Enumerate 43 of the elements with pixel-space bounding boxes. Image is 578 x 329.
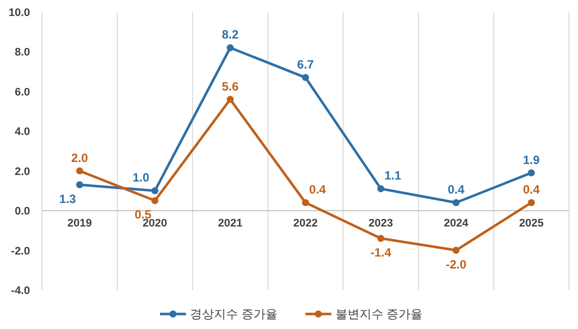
point [377, 234, 384, 242]
y-tick-label: 10.0 [8, 7, 30, 19]
point [452, 199, 460, 206]
data-label: 0.4 [448, 182, 465, 197]
point [151, 197, 158, 204]
y-tick-label: 2.0 [14, 166, 30, 178]
data-label: 0.4 [309, 182, 326, 197]
point [226, 96, 234, 103]
x-tick-label: 2021 [218, 218, 242, 230]
y-tick-label: 8.0 [14, 46, 30, 59]
y-tick-label: 6.0 [14, 86, 30, 98]
x-tick-label: 2024 [444, 218, 470, 230]
data-label: 1.9 [523, 152, 540, 167]
x-tick-label: 2025 [519, 218, 544, 230]
point [151, 187, 158, 194]
data-label: -2.0 [446, 257, 467, 272]
data-label: 1.0 [132, 170, 150, 185]
x-tick-label: 2023 [368, 218, 394, 230]
y-tick-label: -4.0 [11, 285, 30, 297]
data-label: 6.7 [297, 58, 314, 72]
data-label: 0.4 [523, 182, 540, 197]
point [302, 199, 309, 206]
y-tick-label: 0.0 [14, 206, 30, 218]
data-label: 5.6 [222, 79, 239, 94]
data-label: 8.2 [222, 28, 239, 42]
point [76, 181, 84, 188]
data-label: 2.0 [71, 150, 88, 165]
point [528, 169, 535, 176]
point [302, 74, 309, 82]
y-tick-label: 4.0 [14, 126, 30, 138]
legend-label: 불변지수 증가율 [335, 307, 423, 321]
x-tick-label: 2019 [67, 218, 92, 230]
point [377, 185, 384, 192]
point [226, 44, 234, 52]
data-label: 1.1 [384, 168, 402, 183]
legend-label: 경상지수 증가율 [190, 307, 278, 321]
x-tick-label: 2022 [293, 218, 318, 230]
data-label: -1.4 [370, 245, 392, 260]
point [452, 246, 460, 254]
point [76, 167, 84, 174]
point [528, 199, 535, 206]
y-tick-label: -2.0 [11, 245, 30, 258]
data-label: 1.3 [59, 192, 76, 206]
